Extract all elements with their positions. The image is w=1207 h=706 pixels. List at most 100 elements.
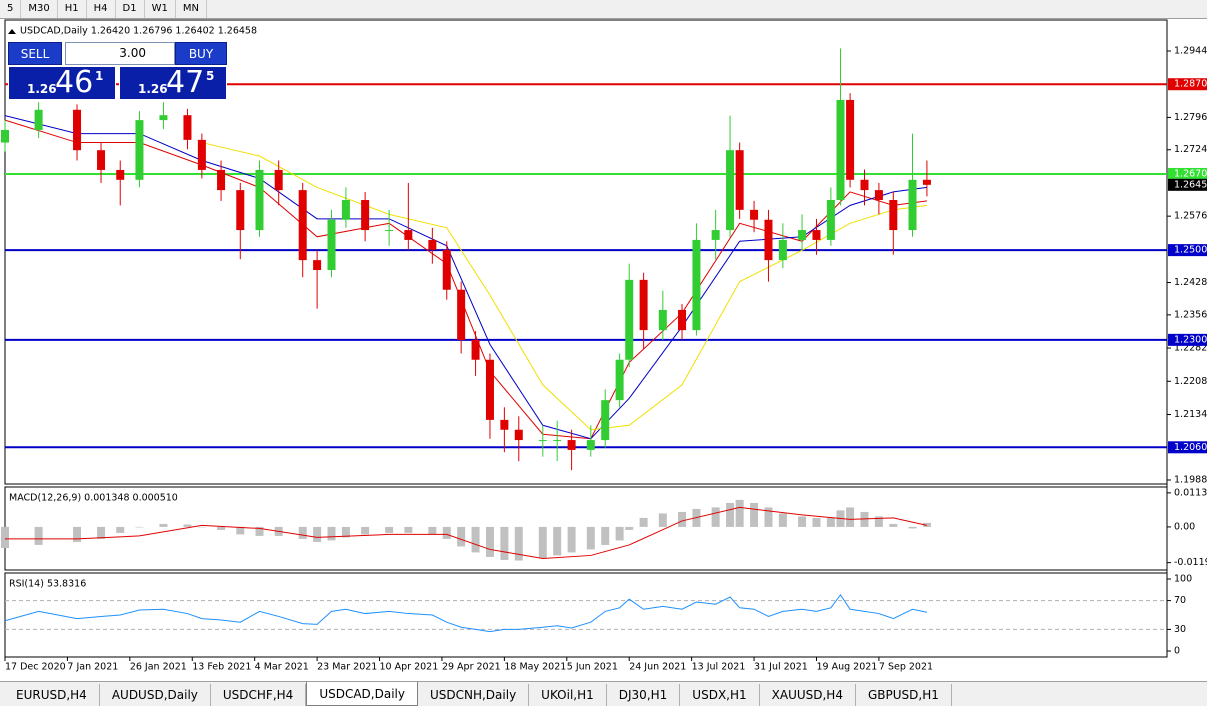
candle-body [615,359,624,401]
panel-frame [4,572,1168,658]
macd-bar [726,502,735,527]
x-tick-label: 26 Jan 2021 [130,662,187,673]
macd-bar [135,526,144,528]
macd-bar [846,507,855,527]
macd-bar [601,526,610,545]
candle-body [538,440,547,442]
chart-tab[interactable]: GBPUSD,H1 [856,684,952,706]
macd-bar [615,526,624,541]
candle-body [34,109,43,130]
candle-body [298,190,307,261]
macd-bar [735,499,744,527]
y-tick-label: 0 [1174,646,1180,657]
panel-title: RSI(14) 53.8316 [9,579,86,590]
moving-average [201,142,927,431]
timeframe-button[interactable]: M30 [21,0,58,18]
x-tick-label: 29 Apr 2021 [442,662,501,673]
candle-body [658,309,667,331]
price-big: 1.26 [138,82,168,96]
candle-body [135,120,144,180]
macd-bar [553,526,562,556]
timeframe-button[interactable]: MN [176,0,207,18]
timeframe-button[interactable]: H4 [87,0,116,18]
panel-title: USDCAD,Daily 1.26420 1.26796 1.26402 1.2… [20,26,257,37]
macd-bar [860,511,869,527]
sell-button[interactable]: SELL [8,42,62,65]
chart-tab[interactable]: USDX,H1 [680,684,760,706]
timeframe-button[interactable]: 5 [0,0,22,18]
macd-bar [116,526,125,533]
macd-bar [471,526,480,553]
buy-button[interactable]: BUY [175,42,227,65]
macd-bar [514,526,523,561]
y-tick-label: 1.23560 [1174,309,1207,320]
macd-bar [874,516,883,527]
timeframe-toolbar: 5 M30 H1 H4 D1 W1 MN [0,0,1207,19]
x-tick-label: 18 May 2021 [504,662,566,673]
candle-body [846,99,855,180]
candle-body [798,230,807,240]
bid-price[interactable]: 1.26 46 1 [8,65,116,100]
timeframe-button[interactable]: H1 [58,0,87,18]
candle-body [922,179,931,185]
macd-bar [639,517,648,527]
macd-bar [826,517,835,527]
chart-tab[interactable]: USDCHF,H4 [211,684,307,706]
candle-body [908,179,917,231]
y-tick-label: 1.29440 [1174,46,1207,57]
macd-bar [34,526,43,545]
y-tick-label: 30 [1174,624,1186,635]
candle-body [750,209,759,220]
candle-body [812,230,821,240]
candle-body [341,199,350,220]
macd-bar [485,526,494,557]
macd-bar [428,526,437,535]
chart-tab[interactable]: XAUUSD,H4 [760,684,856,706]
moving-average [4,119,927,440]
macd-bar [711,507,720,527]
candle-body [514,429,523,441]
level-label-bg [1168,333,1207,346]
chart-tab[interactable]: EURUSD,H4 [4,684,100,706]
macd-bar [764,507,773,527]
candle-body [586,440,595,450]
macd-bar [197,526,206,528]
panel-title: MACD(12,26,9) 0.001348 0.000510 [9,493,178,504]
macd-bar [183,524,192,527]
macd-bar [385,526,394,533]
x-tick-label: 13 Jul 2021 [692,662,746,673]
x-tick-label: 19 Aug 2021 [816,662,877,673]
x-tick-label: 7 Jan 2021 [67,662,118,673]
price-label-bg [1168,178,1207,191]
level-label: 1.26700 [1174,168,1207,179]
one-click-trading: SELL 3.00 BUY 1.26 46 1 1.26 47 5 [8,42,227,100]
candle-body [159,115,168,121]
macd-bar [361,526,370,535]
chart-tab[interactable]: USDCNH,Daily [418,684,530,706]
macd-bar [236,526,245,535]
collapse-arrow [8,29,16,34]
signal-line [5,506,928,559]
macd-bar [1,526,9,548]
chart-tab[interactable]: UKOil,H1 [529,684,607,706]
chart-tab[interactable]: USDCAD,Daily [306,682,418,706]
candle-body [116,169,125,180]
macd-bar [255,526,264,536]
lot-input[interactable]: 3.00 [65,42,175,65]
price-label: 1.26458 [1174,179,1207,190]
timeframe-button[interactable]: W1 [145,0,176,18]
macd-bar [798,516,807,527]
timeframe-button[interactable]: D1 [116,0,145,18]
macd-bar [217,526,226,530]
chart-tab[interactable]: AUDUSD,Daily [100,684,211,706]
candle-body [457,289,466,340]
ask-price[interactable]: 1.26 47 5 [119,65,227,100]
x-tick-label: 17 Dec 2020 [5,662,66,673]
panel-frame [4,486,1168,571]
candle-body [274,169,283,191]
candle-body [778,239,787,261]
chart-tab[interactable]: DJ30,H1 [607,684,681,706]
candle-body [183,115,192,140]
